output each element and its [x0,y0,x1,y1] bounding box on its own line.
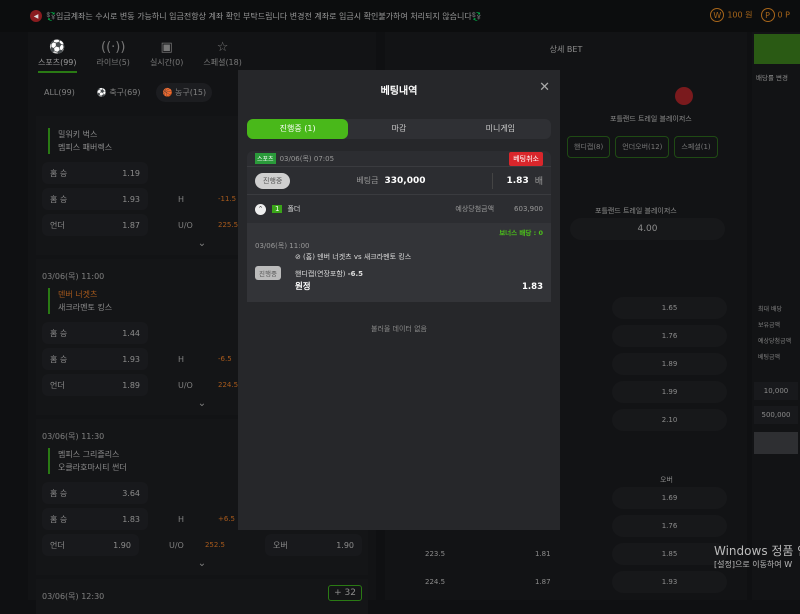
amount-chip[interactable]: 500,000 [754,406,798,424]
tv-icon: ▣ [160,40,173,55]
tab-closed[interactable]: 마감 [391,124,407,133]
windows-watermark: Windows 정품 인 [설정]으로 이동하여 W [714,544,800,569]
odds-button[interactable]: 언더 1.90 [42,534,139,556]
odds-button[interactable]: 언더 1.89 [42,374,148,396]
cash-balance[interactable]: W 100 원 [710,8,753,22]
won-icon: W [710,8,725,22]
match-teams[interactable]: 덴버 너겟츠 새크라멘토 킹스 [48,288,356,314]
tab-minigame[interactable]: 미니게임 [485,124,516,133]
subtab-all[interactable]: ALL(99) [44,88,75,97]
odds-button[interactable]: 1.76 [612,515,727,537]
odds-button[interactable]: 1.93 [612,571,727,593]
odds-button[interactable]: 홈 승 1.44 [42,322,148,344]
odds-button[interactable]: 1.69 [612,487,727,509]
odds-button[interactable]: 홈 승 3.64 [42,482,148,504]
expected-winnings: 603,900 [514,205,543,213]
notice-bar: ◀ 💱입금계좌는 수시로 변동 가능하니 입금전항상 계좌 확인 부탁드립니다 … [0,0,800,32]
away-team-name: 포틀랜드 트레일 블레이저스 [610,115,692,123]
bet-datetime: 03/06(목) 07:05 [279,154,335,163]
amount-chip[interactable]: 10,000 [754,382,798,400]
tab-special[interactable]: ☆ 스페셜(18) [203,40,242,67]
megaphone-icon: ◀ [30,10,42,22]
total-odds: 1.83 [506,175,529,186]
odds-button[interactable]: 홈 승 1.93 [42,348,148,370]
bet-entry: 스포츠 03/06(목) 07:05 베팅취소 진행중 베팅금 330,000 … [247,151,551,302]
more-markets-button[interactable]: + 32 [328,585,362,601]
tab-realtime[interactable]: ▣ 실시간(0) [149,40,184,67]
bet-item-detail: 보너스 배당 : 0 03/06(목) 11:00 진행중 ⊘ (홈) 덴버 너… [247,223,551,302]
place-bet-button[interactable] [754,432,798,454]
tab-in-progress[interactable]: 진행중 (1) [247,119,349,139]
folder-count: 1 [272,205,283,213]
status-badge: 진행중 [255,172,291,189]
odds-button[interactable]: 1.81 [535,550,551,558]
odds-button[interactable]: 1.99 [612,381,727,403]
panel-title: 상세 BET [549,45,583,54]
odds-button[interactable]: 오버 1.90 [265,534,362,556]
empty-state: 불러올 데이터 없음 [371,325,427,333]
notice-text: 💱입금계좌는 수시로 변동 가능하니 입금전항상 계좌 확인 부탁드립니다 변경… [46,11,482,21]
odds-button[interactable]: 홈 승 1.93 [42,188,148,210]
betslip-header [754,34,800,64]
line-cell: 224.5 [425,578,446,586]
line-cell: 223.5 [425,550,446,558]
chevron-down-icon[interactable]: ⌄ [197,558,207,569]
betslip-panel: 배당률 변경 최대 배당 보유금액 예상당첨금액 베팅금액 10,000 500,00… [752,32,800,600]
odds-button[interactable]: 홈 승 1.19 [42,162,148,184]
tab-live[interactable]: ((·)) 라이브(5) [96,40,130,67]
odds-button[interactable]: 1.65 [612,297,727,319]
match-teams[interactable]: 밀워키 벅스 멤피스 패버렉스 [48,128,356,154]
match-teams[interactable]: 멤피스 그리즐리스 오클라호마시티 썬더 [48,448,356,474]
bet-history-modal: 베팅내역 ✕ 진행중 (1) 마감 미니게임 스포츠 03/06(목) 07:0… [238,70,560,530]
tab-sports[interactable]: ⚽ 스포츠(99) [38,40,77,73]
team-logo [675,87,693,105]
subtab-basketball[interactable]: 🏀 농구(15) [156,83,213,102]
broadcast-icon: ((·)) [101,40,126,55]
close-icon[interactable]: ✕ [539,80,550,95]
odds-button[interactable]: 1.85 [612,543,727,565]
odds-button[interactable]: 4.00 [570,218,725,240]
modal-title: 베팅내역 [380,86,418,97]
market-tab-underover[interactable]: 언더오버(12) [615,136,670,158]
odds-button[interactable]: 2.10 [612,409,727,431]
bet-amount: 330,000 [384,175,426,186]
item-status-badge: 진행중 [255,265,281,280]
expand-toggle-icon[interactable]: ⌃ [255,203,266,215]
market-tab-special[interactable]: 스페셜(1) [674,136,718,158]
over-label: 오버 [660,476,673,484]
odds-button[interactable]: 1.87 [535,578,551,586]
soccer-ball-icon: ⚽ [49,40,66,55]
basketball-icon: ⊘ [294,253,304,261]
odds-button[interactable]: 언더 1.87 [42,214,148,236]
chevron-down-icon[interactable]: ⌄ [197,398,207,409]
odds-button[interactable]: 1.76 [612,325,727,347]
sports-badge: 스포츠 [255,153,276,164]
market-tab-handicap[interactable]: 핸디캡(8) [567,136,611,158]
odds-button[interactable]: 홈 승 1.83 [42,508,148,530]
cancel-bet-button[interactable]: 베팅취소 [509,151,543,166]
chevron-down-icon[interactable]: ⌄ [197,238,207,249]
odds-button[interactable]: 1.89 [612,353,727,375]
subtab-soccer[interactable]: ⚽ 축구(69) [96,88,141,97]
match-card: 03/06(목) 12:30 + 32 [36,579,368,614]
point-icon: P [760,8,775,22]
star-icon: ☆ [216,40,229,55]
